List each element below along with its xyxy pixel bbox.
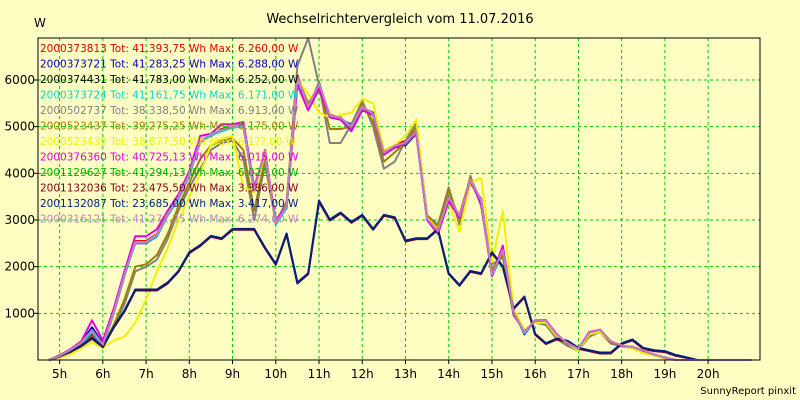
legend-entry-2000374431: 2000374431 Tot: 41.783,00 Wh Max: 6.252,…: [40, 74, 299, 86]
series-lines: [48, 37, 752, 361]
y-tick-label: 1000: [4, 306, 35, 320]
x-tick-label: 15h: [481, 367, 504, 381]
series-line-2000523439: [48, 79, 752, 361]
x-tick-label: 20h: [697, 367, 720, 381]
plot-frame: [37, 37, 761, 361]
x-tick-label: 11h: [308, 367, 331, 381]
x-tick-label: 13h: [394, 367, 417, 381]
y-axis: 1000 2000 3000 4000 5000 6000: [4, 73, 38, 320]
y-tick-label: 2000: [4, 260, 35, 274]
x-tick-label: 19h: [653, 367, 676, 381]
y-axis-label: W: [34, 16, 46, 30]
x-axis: 5h 6h 7h 8h 9h 10h 11h 12h 13h 14h 15h 16h 17h 18h 19h…: [52, 360, 720, 381]
x-tick-label: 12h: [351, 367, 374, 381]
legend-entry-2000376360: 2000376360 Tot: 40.725,13 Wh Max: 6.015,…: [40, 152, 299, 164]
legend-entry-2001132087: 2001132087 Tot: 23.685,00 Wh Max: 3.417,…: [40, 198, 299, 210]
series-line-2001132087: [48, 199, 752, 361]
x-tick-label: 17h: [567, 367, 590, 381]
legend-entry-2000373721: 2000373721 Tot: 41.283,25 Wh Max: 6.288,…: [40, 59, 299, 71]
legend-entry-2000316121: 2000316121 Tot: 41.272,25 Wh Max: 6.274,…: [40, 214, 299, 226]
footer-credit: SunnyReport pinxit: [700, 386, 796, 397]
legend-entry-2001132036: 2001132036 Tot: 23.475,50 Wh Max: 3.386,…: [40, 183, 299, 195]
plot-background: [38, 38, 760, 360]
x-tick-label: 9h: [225, 367, 240, 381]
y-tick-label: 5000: [4, 120, 35, 134]
legend-entry-2000373724: 2000373724 Tot: 41.161,75 Wh Max: 6.171,…: [40, 90, 299, 102]
x-tick-label: 8h: [182, 367, 197, 381]
x-tick-label: 10h: [264, 367, 287, 381]
legend-entry-2000502737: 2000502737 Tot: 38.338,50 Wh Max: 6.913,…: [40, 105, 299, 117]
x-tick-label: 16h: [524, 367, 547, 381]
y-tick-label: 3000: [4, 213, 35, 227]
legend-entry-2000523439: 2000523439 Tot: 38.877,50 Wh Max: 6.1??,…: [40, 136, 297, 148]
x-tick-label: 5h: [52, 367, 67, 381]
y-tick-label: 4000: [4, 166, 35, 180]
legend-entry-2000523437: 2000523437 Tot: 39.275,25 Wh Max: 6.175,…: [40, 121, 299, 133]
x-tick-label: 7h: [138, 367, 153, 381]
y-tick-label: 6000: [4, 73, 35, 87]
x-tick-label: 18h: [610, 367, 633, 381]
x-tick-label: 6h: [95, 367, 110, 381]
chart-title: Wechselrichtervergleich vom 11.07.2016: [266, 12, 533, 27]
legend: 2000373813 Tot: 41.393,75 Wh Max: 6.260,…: [40, 43, 299, 226]
series-line-2000316121: [48, 75, 752, 361]
x-tick-label: 14h: [437, 367, 460, 381]
legend-entry-2001129627: 2001129627 Tot: 41.294,13 Wh Max: 6.022,…: [40, 167, 299, 179]
legend-entry-2000373813: 2000373813 Tot: 41.393,75 Wh Max: 6.260,…: [40, 43, 299, 55]
